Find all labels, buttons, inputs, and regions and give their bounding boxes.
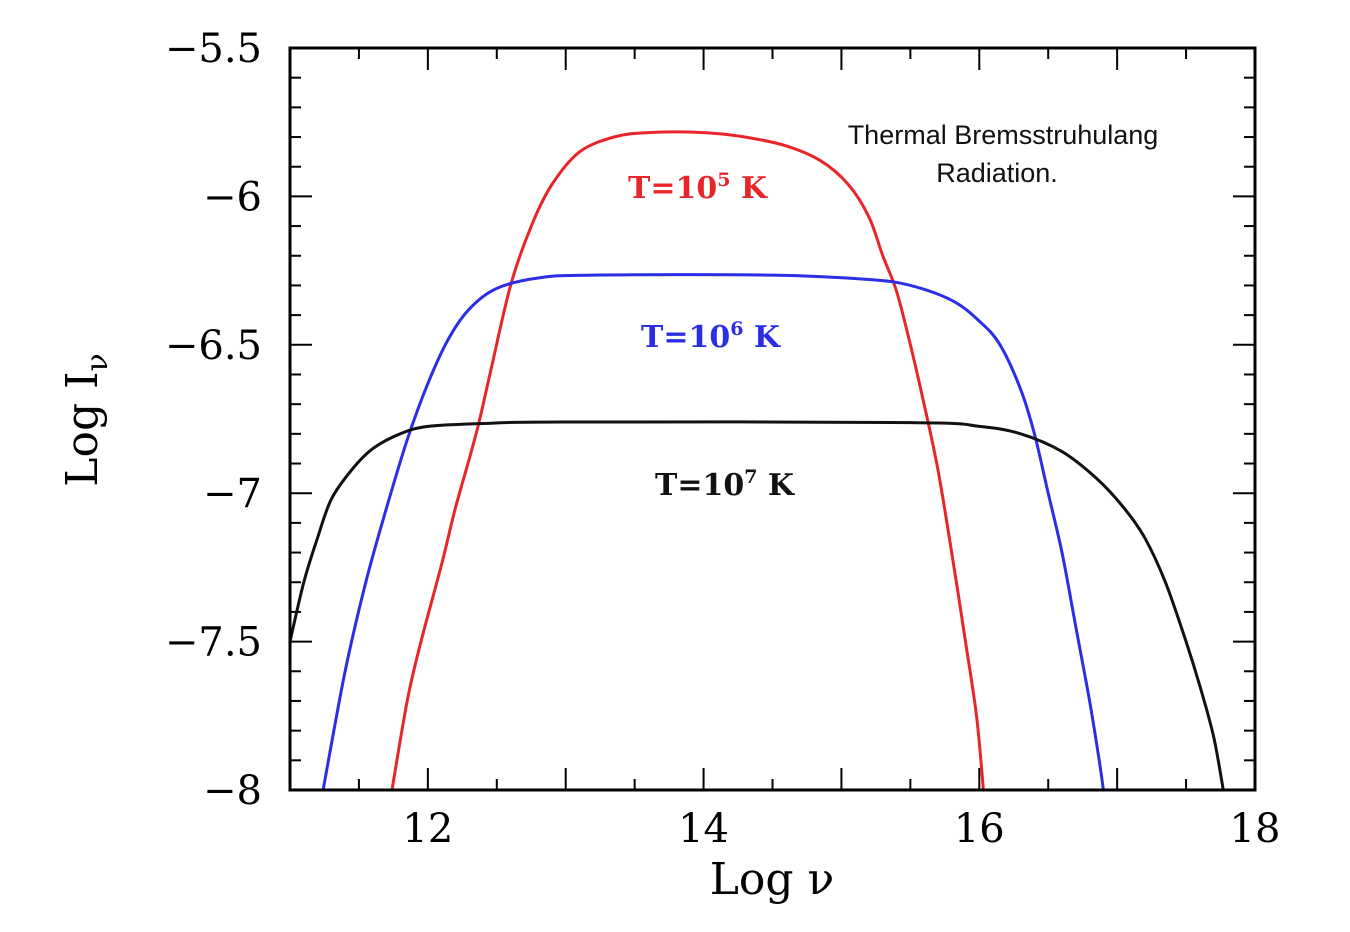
series-line-2 xyxy=(290,420,1225,790)
y-axis-title-main: Log I xyxy=(57,372,108,487)
series-label-1e5: T=105 K xyxy=(628,169,768,206)
y-axis-title: Log Iν xyxy=(57,353,115,487)
plot-frame xyxy=(288,46,1257,792)
annotation-line-1: Thermal Bremsstruhulang xyxy=(848,120,1159,150)
x-axis-title: Log ν xyxy=(710,854,835,905)
y-tick-label: −7.5 xyxy=(165,620,262,666)
x-tick-label: 14 xyxy=(678,806,729,852)
series-line-1 xyxy=(321,273,1105,790)
y-tick-label: −6 xyxy=(203,174,262,220)
x-tick-label: 16 xyxy=(954,806,1005,852)
x-tick-labels: 12 14 16 18 xyxy=(402,806,1280,852)
tick-marks xyxy=(289,47,1256,791)
x-tick-label: 18 xyxy=(1230,806,1281,852)
series-label-1e6: T=106 K xyxy=(641,318,781,355)
y-tick-label: −6.5 xyxy=(165,323,262,369)
y-tick-labels: −8 −7.5 −7 −6.5 −6 −5.5 xyxy=(165,26,262,814)
series-label-1e7: T=107 K xyxy=(655,466,795,503)
y-tick-label: −7 xyxy=(203,471,262,517)
y-axis-title-sub: ν xyxy=(80,353,115,371)
x-tick-label: 12 xyxy=(402,806,453,852)
series-line-0 xyxy=(390,130,985,790)
annotation-line-2: Radiation. xyxy=(936,158,1058,188)
y-tick-label: −5.5 xyxy=(165,26,262,72)
y-tick-label: −8 xyxy=(203,768,262,814)
series-layer xyxy=(290,130,1225,790)
